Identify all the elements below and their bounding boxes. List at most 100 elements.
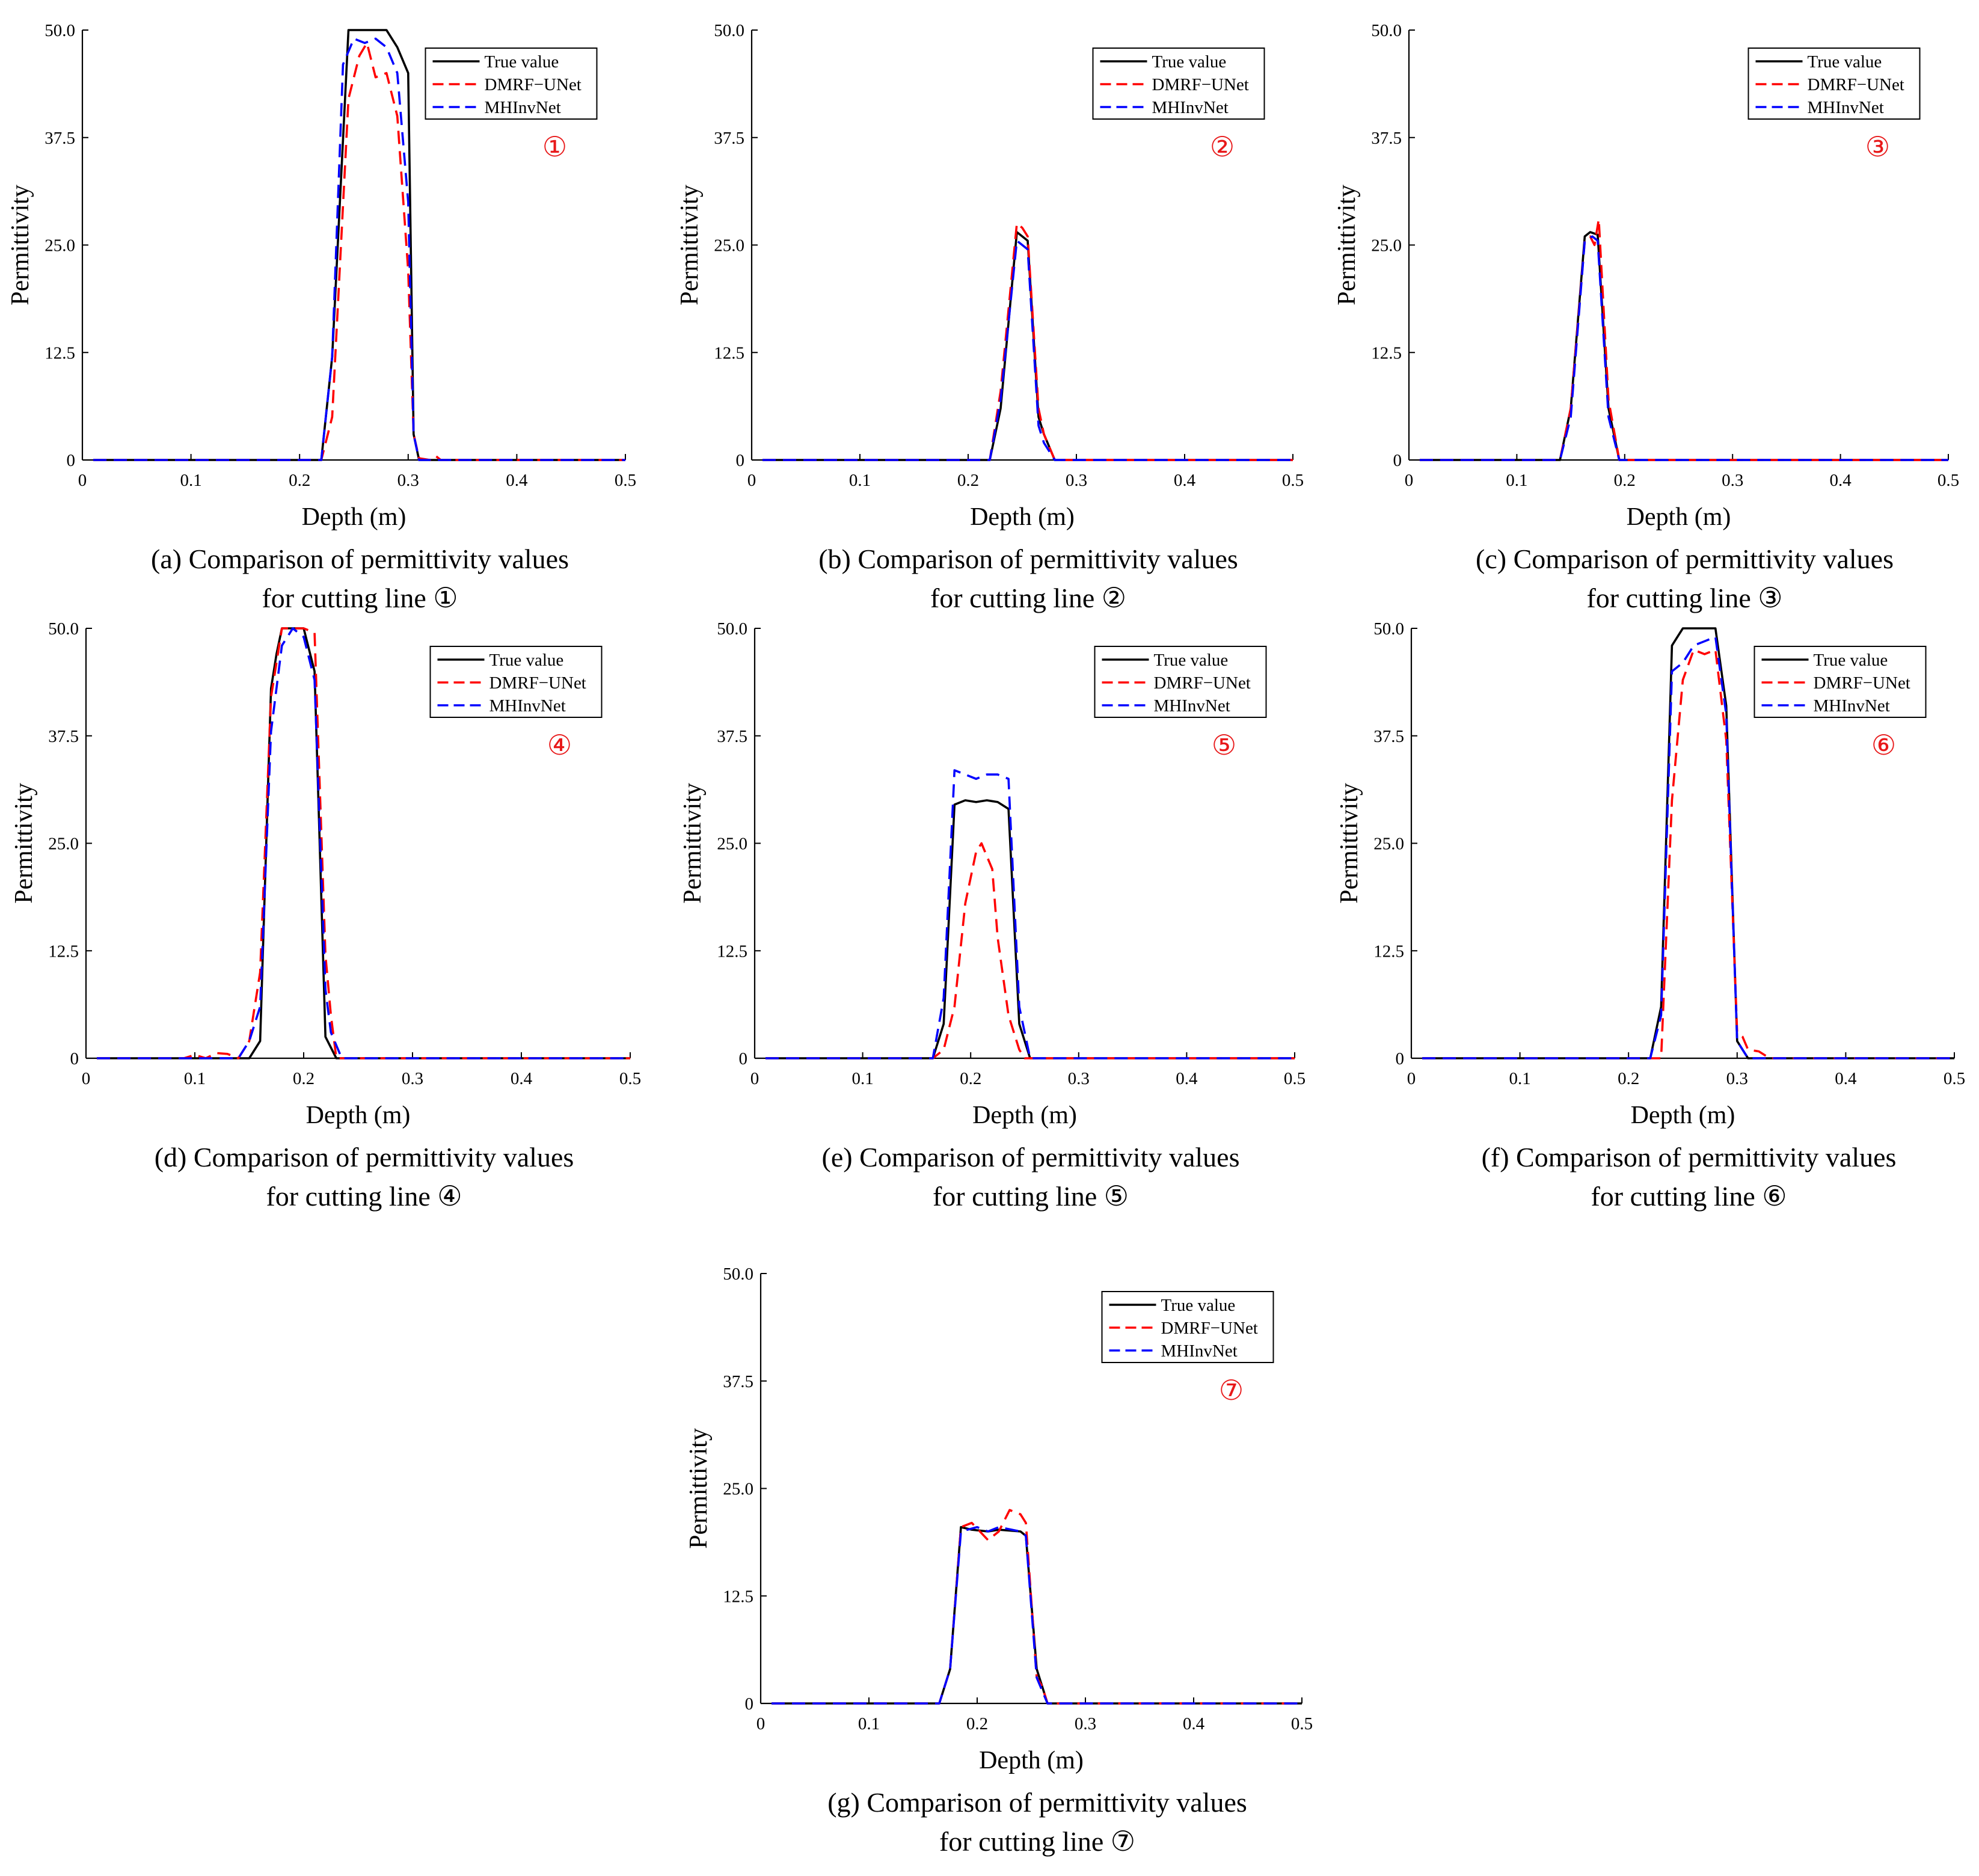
x-tick-label: 0.2 [966, 1714, 988, 1733]
legend: True value DMRF−UNet MHInvNet [1092, 48, 1265, 120]
panel-caption-line2: for cutting line ⑥ [1591, 1181, 1787, 1212]
x-tick-label: 0.3 [397, 471, 419, 490]
x-tick-label: 0.5 [1291, 1714, 1313, 1733]
x-tick-label: 0.3 [402, 1069, 423, 1088]
x-tick-label: 0.4 [1829, 471, 1852, 490]
panel-caption-line2: for cutting line ① [262, 583, 458, 613]
x-axis-label: Depth (m) [306, 1102, 411, 1129]
chart-panel-f: 0 0.1 0.2 0.3 0.4 0.5 0 12.5 25.0 37.5 50.0 Depth (… [1336, 619, 1965, 1212]
panel-caption-line2: for cutting line ④ [266, 1181, 462, 1212]
y-tick-label: 12.5 [1371, 343, 1402, 363]
legend-label-true: True value [1808, 52, 1882, 72]
x-tick-label: 0 [750, 1069, 759, 1088]
panel-caption-line2: for cutting line ③ [1586, 583, 1782, 613]
y-tick-label: 12.5 [1373, 942, 1404, 961]
legend-label-true: True value [485, 52, 559, 72]
x-tick-label: 0.3 [1726, 1069, 1748, 1088]
y-tick-label: 0 [736, 451, 745, 470]
x-tick-label: 0.2 [289, 471, 310, 490]
y-tick-label: 50.0 [717, 619, 747, 639]
legend-label-dmrf: DMRF−UNet [489, 673, 586, 693]
x-tick-label: 0.4 [1835, 1069, 1857, 1088]
legend-label-dmrf: DMRF−UNet [1154, 673, 1251, 693]
legend-label-dmrf: DMRF−UNet [1161, 1319, 1258, 1338]
x-tick-label: 0 [82, 1069, 91, 1088]
y-axis-label: Permittivity [679, 783, 707, 904]
x-tick-label: 0 [747, 471, 756, 490]
panel-caption-line2: for cutting line ② [930, 583, 1126, 613]
y-axis-label: Permittivity [1333, 185, 1361, 305]
panel-caption-line1: (d) Comparison of permittivity values [155, 1142, 574, 1172]
y-tick-label: 37.5 [717, 727, 747, 746]
x-axis-label: Depth (m) [302, 503, 407, 531]
chart-panel-e: 0 0.1 0.2 0.3 0.4 0.5 0 12.5 25.0 37.5 50.0 Depth (… [679, 619, 1306, 1212]
y-tick-label: 0 [1396, 1049, 1405, 1068]
x-tick-label: 0.2 [1614, 471, 1636, 490]
x-tick-label: 0.1 [1509, 1069, 1530, 1088]
legend-label-mhinv: MHInvNet [1152, 98, 1229, 117]
y-tick-label: 25.0 [717, 835, 747, 854]
x-tick-label: 0.5 [619, 1069, 641, 1088]
series-line-true [97, 627, 630, 1059]
panel-caption-line2: for cutting line ⑤ [933, 1181, 1129, 1212]
y-tick-label: 25.0 [1373, 835, 1404, 854]
panel-caption-line2: for cutting line ⑦ [939, 1826, 1135, 1857]
x-tick-label: 0.2 [1618, 1069, 1639, 1088]
legend-label-mhinv: MHInvNet [1154, 696, 1230, 716]
x-tick-label: 0.2 [960, 1069, 981, 1088]
panel-caption-line1: (e) Comparison of permittivity values [822, 1142, 1240, 1172]
series-line-mhinv [762, 239, 1293, 461]
legend: True value DMRF−UNet MHInvNet [425, 48, 598, 120]
legend-label-mhinv: MHInvNet [485, 98, 561, 117]
x-tick-label: 0.5 [1282, 471, 1304, 490]
legend-label-dmrf: DMRF−UNet [1814, 673, 1910, 693]
panel-caption-line1: (b) Comparison of permittivity values [818, 544, 1238, 574]
x-tick-label: 0 [756, 1714, 766, 1733]
series-line-true [1419, 231, 1948, 461]
y-tick-label: 25.0 [44, 236, 75, 256]
legend: True value DMRF−UNet MHInvNet [1101, 1291, 1274, 1363]
x-axis-label: Depth (m) [979, 1747, 1084, 1774]
y-tick-label: 37.5 [723, 1372, 753, 1391]
x-axis-label: Depth (m) [1631, 1102, 1735, 1129]
x-tick-label: 0.2 [957, 471, 979, 490]
cutting-line-marker: ⑥ [1871, 730, 1896, 761]
y-tick-label: 12.5 [714, 343, 744, 363]
legend-label-true: True value [1152, 52, 1227, 72]
y-tick-label: 50.0 [1373, 619, 1404, 639]
y-tick-label: 12.5 [717, 942, 747, 961]
panel-caption-line1: (a) Comparison of permittivity values [151, 544, 569, 574]
y-tick-label: 0 [745, 1694, 754, 1714]
y-axis-label: Permittivity [1336, 783, 1363, 904]
chart-panel-c: 0 0.1 0.2 0.3 0.4 0.5 0 12.5 25.0 37.5 50.0 Depth (… [1333, 21, 1959, 613]
y-tick-label: 37.5 [1371, 129, 1402, 148]
y-tick-label: 37.5 [48, 727, 79, 746]
cutting-line-marker: ③ [1865, 132, 1890, 162]
legend: True value DMRF−UNet MHInvNet [1747, 48, 1921, 120]
y-tick-label: 25.0 [714, 236, 744, 256]
y-tick-label: 0 [739, 1049, 748, 1068]
legend-label-dmrf: DMRF−UNet [1152, 75, 1249, 94]
x-tick-label: 0.1 [1506, 471, 1527, 490]
x-tick-label: 0 [78, 471, 87, 490]
x-tick-label: 0.3 [1068, 1069, 1090, 1088]
series-line-mhinv [766, 769, 1295, 1059]
series-line-dmrf [762, 222, 1293, 461]
chart-panel-a: 0 0.1 0.2 0.3 0.4 0.5 0 12.5 25.0 37.5 50.0 Depth (… [7, 21, 636, 613]
legend-label-true: True value [1161, 1296, 1236, 1315]
cutting-line-marker: ④ [547, 730, 572, 761]
y-axis-label: Permittivity [10, 783, 38, 904]
series-line-dmrf [766, 842, 1295, 1059]
y-tick-label: 50.0 [1371, 21, 1402, 40]
y-axis-label: Permittivity [7, 185, 34, 305]
y-tick-label: 37.5 [714, 129, 744, 148]
series-line-mhinv [93, 37, 625, 461]
y-tick-label: 12.5 [44, 343, 75, 363]
x-axis-label: Depth (m) [970, 503, 1075, 531]
legend-label-true: True value [489, 651, 564, 670]
x-tick-label: 0.1 [184, 1069, 206, 1088]
x-tick-label: 0.1 [851, 1069, 873, 1088]
x-tick-label: 0.5 [1944, 1069, 1965, 1088]
cutting-line-marker: ⑦ [1219, 1375, 1244, 1406]
y-tick-label: 12.5 [48, 942, 79, 961]
